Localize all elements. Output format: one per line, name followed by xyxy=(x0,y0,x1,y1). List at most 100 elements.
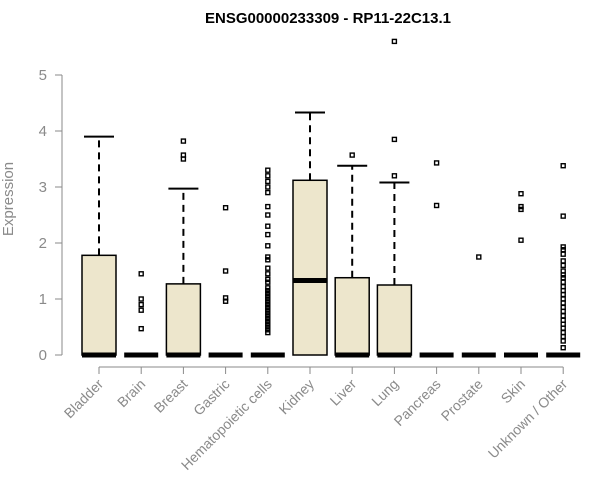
x-tick-label: Lung xyxy=(368,376,401,409)
outlier-point xyxy=(560,345,566,351)
outlier-point xyxy=(265,304,271,311)
outlier-point xyxy=(265,231,271,238)
outlier-point xyxy=(560,279,566,285)
outlier-point xyxy=(265,279,271,285)
outlier-point xyxy=(560,300,566,306)
x-tick-label: Skin xyxy=(498,376,529,407)
outlier-point xyxy=(265,265,271,271)
outlier-point xyxy=(518,191,524,197)
outlier-point xyxy=(265,189,271,196)
outlier-point xyxy=(265,329,271,336)
box-group xyxy=(165,138,202,358)
outlier-point xyxy=(391,38,398,45)
x-tick-label: Pancreas xyxy=(391,376,444,429)
x-tick-label: Bladder xyxy=(61,376,107,422)
box-group xyxy=(376,38,413,358)
outlier-point xyxy=(265,184,271,190)
outlier-point xyxy=(560,272,566,278)
outlier-point xyxy=(560,247,566,253)
outlier-point xyxy=(265,178,271,185)
box-iqr xyxy=(292,179,328,356)
outlier-point xyxy=(265,301,271,308)
outlier-point xyxy=(265,223,271,229)
outlier-point xyxy=(560,244,566,250)
outlier-point xyxy=(476,254,482,260)
box-group xyxy=(546,163,581,358)
outlier-point xyxy=(560,291,566,298)
outlier-point xyxy=(391,173,398,179)
outlier-point xyxy=(265,287,271,294)
outlier-point xyxy=(265,293,271,299)
outlier-point xyxy=(391,136,398,143)
box-group xyxy=(461,254,496,358)
outlier-point xyxy=(433,202,440,209)
outlier-point xyxy=(138,325,144,332)
outlier-point xyxy=(518,237,524,243)
outlier-point xyxy=(138,301,144,308)
outlier-point xyxy=(560,163,566,169)
outlier-point xyxy=(222,298,229,304)
y-tick-label: 0 xyxy=(39,347,47,364)
axes: 0 1 2 3 4 5 xyxy=(39,67,564,374)
outlier-point xyxy=(560,262,566,269)
x-tick-label: Liver xyxy=(327,376,360,409)
outlier-point xyxy=(265,173,271,179)
outlier-point xyxy=(560,325,566,331)
box-group xyxy=(504,191,538,358)
outlier-point xyxy=(265,318,271,325)
outlier-point xyxy=(265,313,271,319)
box-group xyxy=(419,160,454,358)
outlier-point xyxy=(518,206,524,213)
x-tick-label: Kidney xyxy=(276,376,318,418)
outlier-point xyxy=(560,213,566,219)
x-tick-label: Breast xyxy=(151,376,191,416)
outlier-point xyxy=(265,321,271,327)
outlier-point xyxy=(560,251,566,257)
outlier-point xyxy=(265,271,271,277)
outlier-point xyxy=(265,307,271,313)
outlier-point xyxy=(265,296,271,302)
y-tick-label: 1 xyxy=(39,291,47,308)
outlier-point xyxy=(560,258,566,264)
box-group xyxy=(81,135,117,358)
outlier-point xyxy=(349,152,355,158)
outlier-point xyxy=(265,167,271,173)
outlier-point xyxy=(138,307,144,313)
y-tick-label: 3 xyxy=(39,179,47,196)
outlier-point xyxy=(265,315,271,322)
outlier-point xyxy=(265,310,271,316)
x-tick-label: Unknown / Other xyxy=(485,376,571,462)
outlier-point xyxy=(560,308,566,315)
y-tick-label: 2 xyxy=(39,235,47,252)
x-tick-label: Prostate xyxy=(438,376,486,424)
outlier-point xyxy=(265,254,271,260)
box-group xyxy=(250,167,285,358)
y-tick-label: 4 xyxy=(39,123,47,140)
x-tick-label: Brain xyxy=(114,376,148,410)
outlier-point xyxy=(265,290,271,297)
y-tick-label: 5 xyxy=(39,67,47,84)
y-axis-label: Expression xyxy=(0,162,17,236)
outlier-point xyxy=(138,296,144,302)
boxes xyxy=(81,38,581,358)
outlier-point xyxy=(560,333,566,340)
outlier-point xyxy=(180,156,187,162)
box-group xyxy=(124,271,159,358)
box-iqr xyxy=(165,283,202,356)
outlier-point xyxy=(433,160,440,166)
outlier-point xyxy=(518,203,524,210)
outlier-point xyxy=(222,268,229,274)
outlier-point xyxy=(265,327,271,333)
box-iqr xyxy=(81,254,117,356)
outlier-point xyxy=(265,212,271,218)
box-group xyxy=(208,205,243,358)
outlier-point xyxy=(265,276,271,283)
outlier-point xyxy=(560,338,566,344)
outlier-point xyxy=(265,285,271,291)
box-iqr xyxy=(334,276,370,356)
outlier-point xyxy=(265,299,271,305)
outlier-point xyxy=(265,243,271,249)
outlier-point xyxy=(265,203,271,210)
